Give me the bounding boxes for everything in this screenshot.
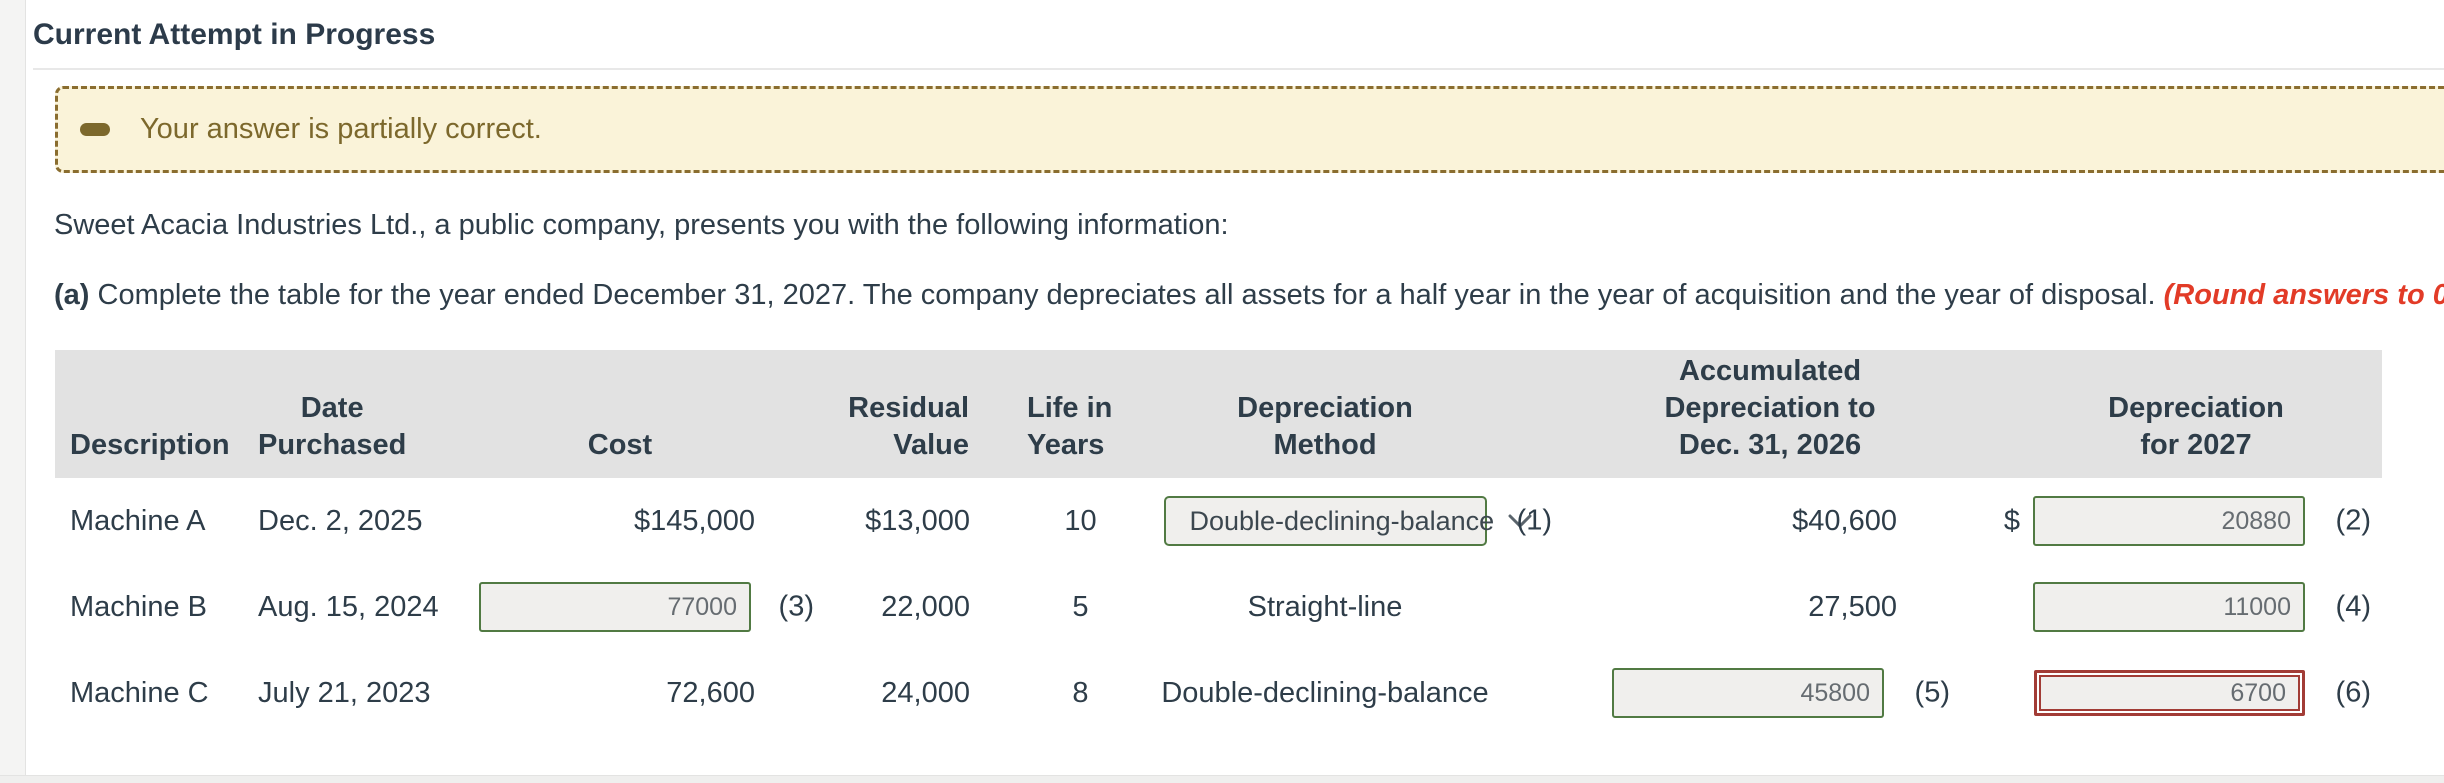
cell-description: Machine C — [70, 676, 209, 709]
cell-depreciation-2027: $ (2) — [1960, 478, 2382, 564]
cell-accumulated-depreciation: (5) — [1510, 650, 1960, 736]
divider — [33, 68, 2444, 70]
dollar-sign-label: $ — [2003, 504, 2020, 537]
depreciation-table: Description Date Purchased Cost Residual… — [55, 350, 2382, 736]
cell-description: Machine B — [70, 590, 208, 623]
answer-ref-6: (6) — [2335, 676, 2371, 709]
answer-ref-4: (4) — [2335, 590, 2371, 623]
partial-correct-banner: Your answer is partially correct. — [55, 86, 2444, 173]
header-life-in-years: Life in Years — [1027, 392, 1113, 461]
header-depreciation-2027: Depreciation for 2027 — [2108, 392, 2284, 461]
instruction-text: Complete the table for the year ended De… — [89, 279, 2164, 311]
problem-instructions: (a) Complete the table for the year ende… — [54, 279, 2444, 312]
banner-message: Your answer is partially correct. — [140, 113, 542, 145]
depreciation-method-select[interactable]: Double-declining-balance — [1163, 496, 1532, 546]
cell-cost: $145,000 — [634, 504, 755, 537]
cell-residual-value: $13,000 — [865, 504, 970, 537]
cell-depreciation-2027: (4) — [1960, 564, 2382, 650]
cell-accumulated-depreciation: 27,500 — [1808, 590, 1897, 623]
incorrect-answer-outline — [2034, 670, 2305, 716]
cell-date-purchased: Dec. 2, 2025 — [258, 504, 423, 537]
depreciation-2027-input-machine-c[interactable] — [2039, 675, 2300, 711]
header-residual-value: Residual Value — [848, 392, 969, 461]
cell-cost: (3) — [470, 564, 814, 650]
answer-ref-2: (2) — [2335, 504, 2371, 537]
answer-ref-3: (3) — [778, 590, 814, 623]
problem-intro: Sweet Acacia Industries Ltd., a public c… — [54, 209, 1229, 241]
selected-method-label: Double-declining-balance — [1189, 505, 1495, 536]
cell-depreciation-method: Straight-line — [1247, 590, 1403, 623]
depreciation-2027-input-machine-b[interactable] — [2033, 582, 2305, 632]
cell-residual-value: 24,000 — [881, 676, 970, 709]
cell-date-purchased: Aug. 15, 2024 — [258, 590, 439, 623]
cell-life-in-years: 8 — [1072, 676, 1089, 709]
cell-accumulated-depreciation: $40,600 — [1792, 504, 1897, 537]
cell-date-purchased: July 21, 2023 — [258, 676, 431, 709]
header-depreciation-method: Depreciation Method — [1237, 392, 1413, 461]
header-accumulated-depreciation: Accumulated Depreciation to Dec. 31, 202… — [1664, 355, 1876, 461]
horizontal-scrollbar-track[interactable] — [0, 775, 2444, 783]
accumulated-depreciation-input-machine-c[interactable] — [1612, 668, 1884, 718]
cell-life-in-years: 10 — [1064, 504, 1097, 537]
cost-input-machine-b[interactable] — [479, 582, 751, 632]
dash-icon — [80, 123, 110, 136]
cell-cost: 72,600 — [666, 676, 755, 709]
cell-depreciation-method: Double-declining-balance — [1161, 676, 1489, 709]
table-row-machine-a: Machine A Dec. 2, 2025 $145,000 $13,000 … — [55, 478, 2382, 564]
cell-life-in-years: 5 — [1072, 590, 1089, 623]
depreciation-2027-input-machine-a[interactable] — [2033, 496, 2305, 546]
header-description: Description — [70, 429, 230, 461]
answer-ref-5: (5) — [1914, 676, 1950, 709]
header-date-purchased: Date Purchased — [258, 392, 407, 461]
part-label: (a) — [54, 279, 90, 311]
cell-depreciation-method: Double-declining-balance (1) — [1140, 478, 1552, 564]
answer-ref-1: (1) — [1516, 504, 1552, 537]
page-title: Current Attempt in Progress — [33, 18, 436, 51]
table-header-row: Description Date Purchased Cost Residual… — [55, 350, 2382, 478]
header-cost: Cost — [587, 429, 653, 461]
table-row-machine-b: Machine B Aug. 15, 2024 (3) 22,000 5 Str… — [55, 564, 2382, 650]
page-left-gutter — [0, 0, 26, 783]
cell-depreciation-2027: (6) — [1960, 650, 2382, 736]
chevron-down-icon — [1508, 514, 1532, 527]
cell-description: Machine A — [70, 504, 206, 537]
rounding-note: (Round answers to 0 decimal places, e.g.… — [2163, 279, 2444, 311]
table-row-machine-c: Machine C July 21, 2023 72,600 24,000 8 … — [55, 650, 2382, 736]
cell-residual-value: 22,000 — [881, 590, 970, 623]
